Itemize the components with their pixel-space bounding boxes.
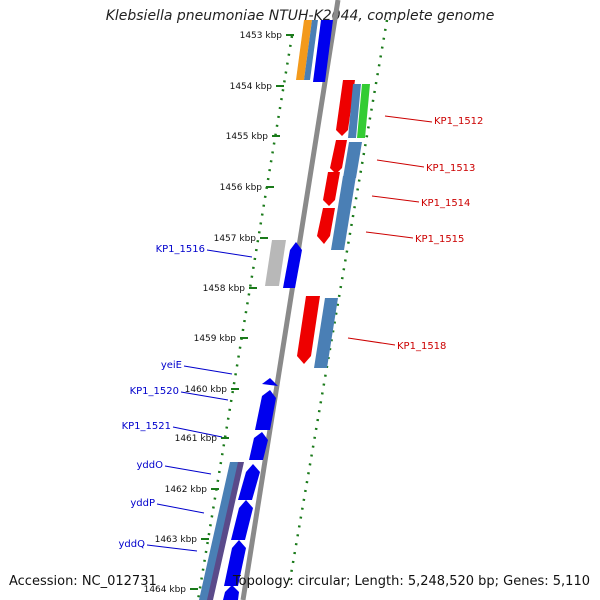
gene-label-yddo: yddO [137, 460, 164, 471]
label-leader-line [365, 231, 414, 239]
label-leader-line [146, 544, 198, 552]
gene-yddp [231, 500, 253, 540]
feature-grey [265, 240, 286, 286]
scale-label: 1460 kbp [185, 385, 228, 395]
label-leader-line [180, 391, 229, 401]
forward-strand-labels: KP1_1516 yeiE KP1_1520 KP1_1521 yddO yddP yddQ [119, 244, 253, 552]
feature-steel-1514 [331, 176, 356, 250]
genome-backbone [240, 0, 341, 600]
feature-steel [304, 20, 318, 80]
scale-label: 1455 kbp [226, 132, 269, 142]
scale-label: 1458 kbp [203, 284, 246, 294]
label-leader-line [384, 115, 433, 123]
feature-blue [313, 20, 333, 82]
label-leader-line [347, 337, 396, 346]
gene-label-kp1-1515: KP1_1515 [415, 234, 464, 245]
accession-text: Accession: NC_012731 [9, 574, 157, 589]
gene-label-kp1-1521: KP1_1521 [122, 421, 171, 432]
gene-yeie [262, 378, 278, 386]
right-track-guide [288, 19, 389, 581]
gene-label-yddp: yddP [130, 498, 155, 509]
gene-label-kp1-1513: KP1_1513 [426, 163, 475, 174]
feature-purple-ydd [207, 462, 244, 600]
gene-yddo [238, 464, 260, 500]
scale-label: 1453 kbp [240, 31, 283, 41]
label-leader-line [156, 503, 205, 514]
gene-yddq [224, 540, 246, 586]
gene-label-kp1-1516: KP1_1516 [156, 244, 205, 255]
label-leader-line [371, 195, 420, 203]
gene-kp1-1521 [249, 432, 268, 460]
label-leader-line [206, 249, 253, 258]
gene-label-kp1-1520: KP1_1520 [130, 386, 179, 397]
gene-label-kp1-1512: KP1_1512 [434, 116, 483, 127]
gene-label-yddq: yddQ [119, 539, 146, 550]
feature-steel-1518 [314, 298, 338, 368]
scale-label: 1459 kbp [194, 334, 237, 344]
label-leader-line [376, 159, 425, 168]
feature-green [357, 84, 370, 138]
genome-stats-text: Topology: circular; Length: 5,248,520 bp… [232, 574, 590, 589]
gene-tail [223, 585, 239, 600]
gene-kp1-1512 [336, 80, 355, 136]
feature-steel-1513 [343, 142, 362, 178]
gene-kp1-1515 [317, 208, 335, 244]
scale-labels: 1453 kbp 1454 kbp 1455 kbp 1456 kbp 1457 kbp… [144, 31, 294, 595]
gene-kp1-1520 [255, 390, 276, 430]
gene-label-kp1-1514: KP1_1514 [421, 198, 470, 209]
gene-label-kp1-1518: KP1_1518 [397, 341, 446, 352]
scale-label: 1456 kbp [220, 183, 263, 193]
scale-label: 1464 kbp [144, 585, 187, 595]
feature-steel-1512 [348, 84, 361, 138]
label-leader-line [164, 465, 212, 475]
gene-label-yeie: yeiE [161, 360, 182, 371]
feature-orange [296, 20, 312, 80]
gene-kp1-1514 [323, 172, 340, 206]
scale-label: 1463 kbp [155, 535, 198, 545]
scale-label: 1462 kbp [165, 485, 208, 495]
gene-kp1-1513 [330, 140, 347, 174]
scale-label: 1457 kbp [214, 234, 257, 244]
gene-kp1-1516 [283, 242, 302, 288]
label-leader-line [172, 426, 223, 438]
features [199, 20, 370, 600]
map-title: Klebsiella pneumoniae NTUH-K2044, comple… [105, 8, 495, 24]
scale-label: 1461 kbp [175, 434, 218, 444]
reverse-strand-labels: KP1_1512 KP1_1513 KP1_1514 KP1_1515 KP1_1518 [347, 115, 483, 352]
gene-kp1-1518 [297, 296, 320, 364]
scale-label: 1454 kbp [230, 82, 273, 92]
label-leader-line [183, 365, 233, 375]
